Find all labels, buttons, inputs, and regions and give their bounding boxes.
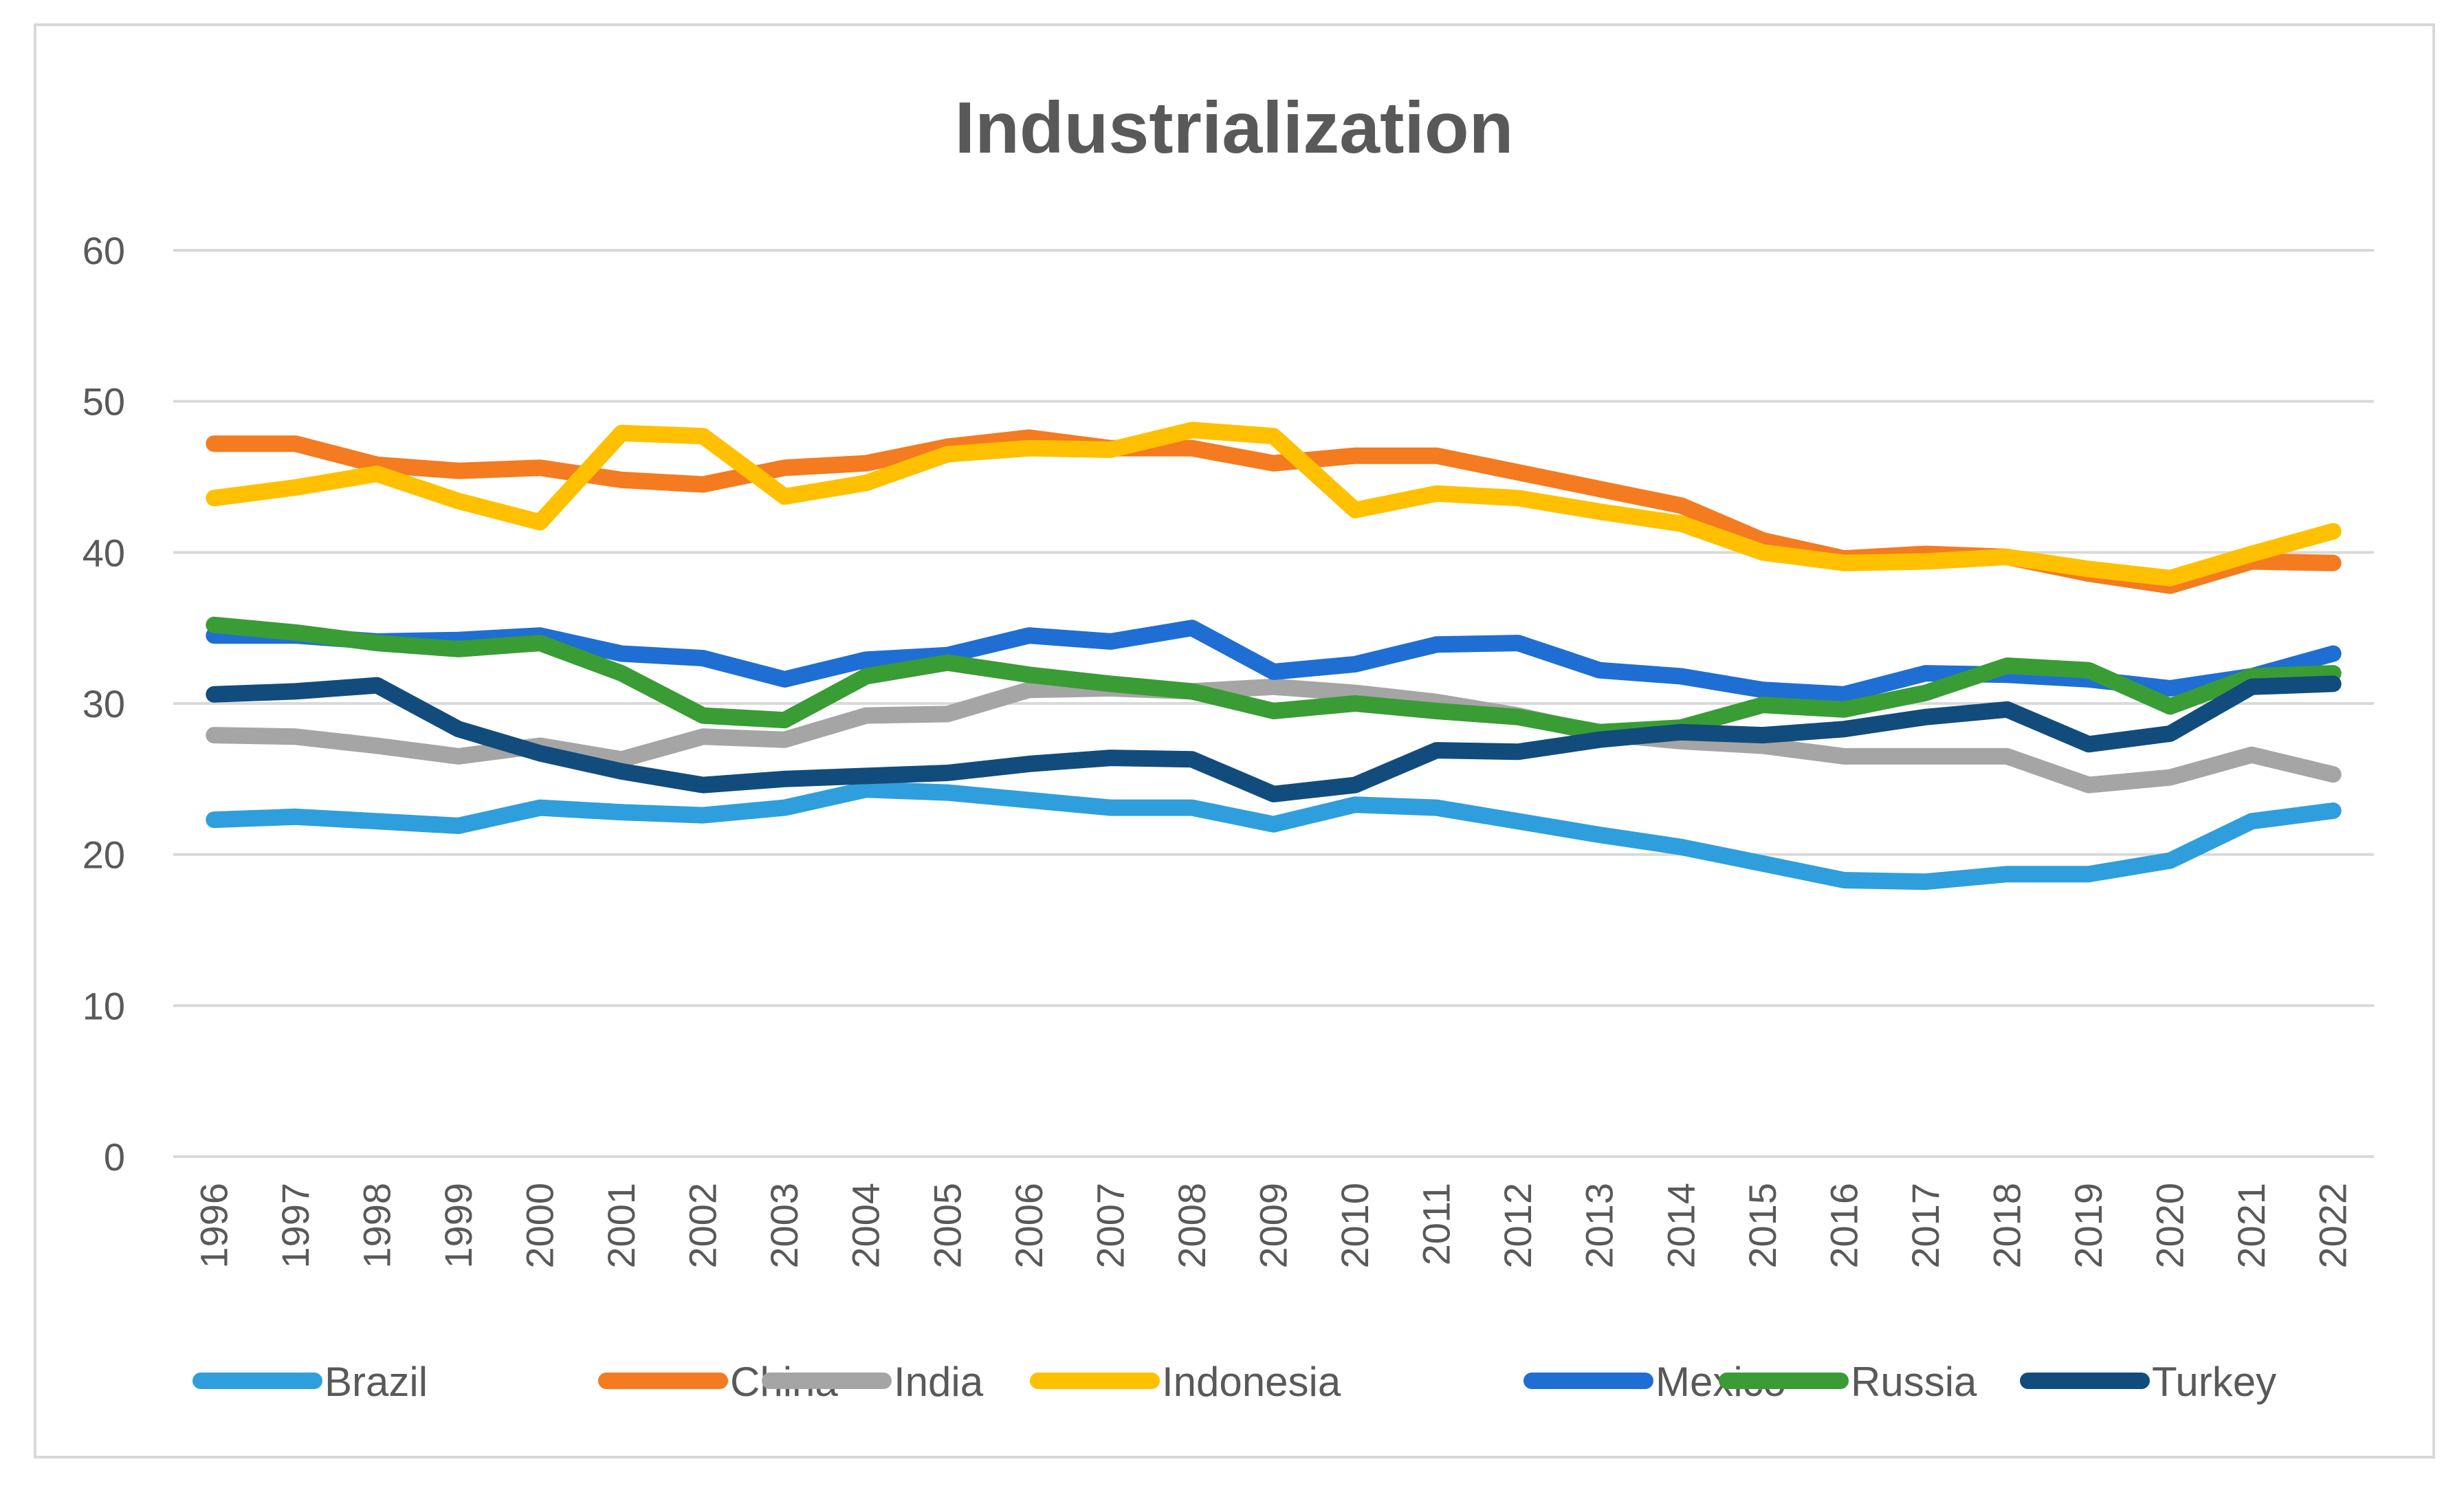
x-tick-label: 2012 bbox=[1496, 1183, 1539, 1269]
x-tick-label: 2004 bbox=[844, 1183, 888, 1269]
y-tick-label: 60 bbox=[82, 229, 125, 272]
chart-title: Industrialization bbox=[955, 87, 1514, 168]
y-tick-label: 30 bbox=[82, 682, 125, 725]
y-tick-label: 20 bbox=[82, 833, 125, 877]
legend-label-brazil: Brazil bbox=[324, 1359, 428, 1405]
x-tick-label: 2020 bbox=[2148, 1183, 2192, 1269]
x-tick-label: 2018 bbox=[1986, 1183, 2029, 1269]
series-lines bbox=[206, 422, 2342, 890]
x-tick-label: 2015 bbox=[1741, 1183, 1784, 1269]
x-tick-label: 2021 bbox=[2230, 1183, 2273, 1269]
x-tick-label: 1998 bbox=[355, 1183, 398, 1269]
chart-frame bbox=[34, 23, 2435, 1458]
gridlines bbox=[173, 249, 2374, 1158]
x-tick-label: 2009 bbox=[1252, 1183, 1295, 1269]
legend-label-indonesia: Indonesia bbox=[1162, 1359, 1341, 1405]
x-tick-label: 2016 bbox=[1822, 1183, 1865, 1269]
y-axis-ticks: 0 10 20 30 40 50 60 bbox=[82, 229, 125, 1179]
x-tick-label: 2008 bbox=[1170, 1183, 1213, 1269]
legend-label-india: India bbox=[894, 1359, 984, 1405]
x-tick-label: 2001 bbox=[600, 1183, 643, 1269]
x-tick-label: 2022 bbox=[2311, 1183, 2355, 1269]
x-tick-label: 1999 bbox=[437, 1183, 480, 1269]
x-tick-label: 1997 bbox=[274, 1183, 317, 1269]
x-tick-label: 2013 bbox=[1578, 1183, 1621, 1269]
x-tick-label: 2006 bbox=[1007, 1183, 1050, 1269]
legend-label-russia: Russia bbox=[1851, 1359, 1977, 1405]
x-tick-label: 2017 bbox=[1904, 1183, 1947, 1269]
x-tick-label: 2011 bbox=[1415, 1183, 1458, 1265]
x-axis-ticks: 1996 1997 1998 1999 2000 2001 2002 2003 2004 2005… bbox=[192, 1183, 2354, 1269]
series-line-india bbox=[206, 678, 2342, 794]
x-tick-label: 1996 bbox=[192, 1183, 235, 1269]
legend: BrazilChinaIndiaIndonesiaMexicoRussiaTur… bbox=[192, 1359, 2276, 1405]
y-tick-label: 10 bbox=[82, 984, 125, 1027]
series-line-turkey bbox=[206, 675, 2342, 802]
y-tick-label: 40 bbox=[82, 531, 125, 574]
y-tick-label: 50 bbox=[82, 380, 125, 424]
x-tick-label: 2000 bbox=[518, 1183, 562, 1269]
x-tick-label: 2003 bbox=[762, 1183, 806, 1269]
x-tick-label: 2007 bbox=[1088, 1183, 1132, 1269]
x-tick-label: 2005 bbox=[925, 1183, 969, 1269]
legend-label-turkey: Turkey bbox=[2152, 1359, 2276, 1405]
x-tick-label: 2002 bbox=[681, 1183, 725, 1269]
series-line-brazil bbox=[206, 781, 2342, 890]
y-tick-label: 0 bbox=[104, 1135, 125, 1179]
x-tick-label: 2019 bbox=[2067, 1183, 2110, 1269]
series-line-indonesia bbox=[206, 422, 2342, 587]
series-line-russia bbox=[206, 616, 2342, 741]
x-tick-label: 2014 bbox=[1659, 1183, 1702, 1269]
x-tick-label: 2010 bbox=[1333, 1183, 1376, 1269]
